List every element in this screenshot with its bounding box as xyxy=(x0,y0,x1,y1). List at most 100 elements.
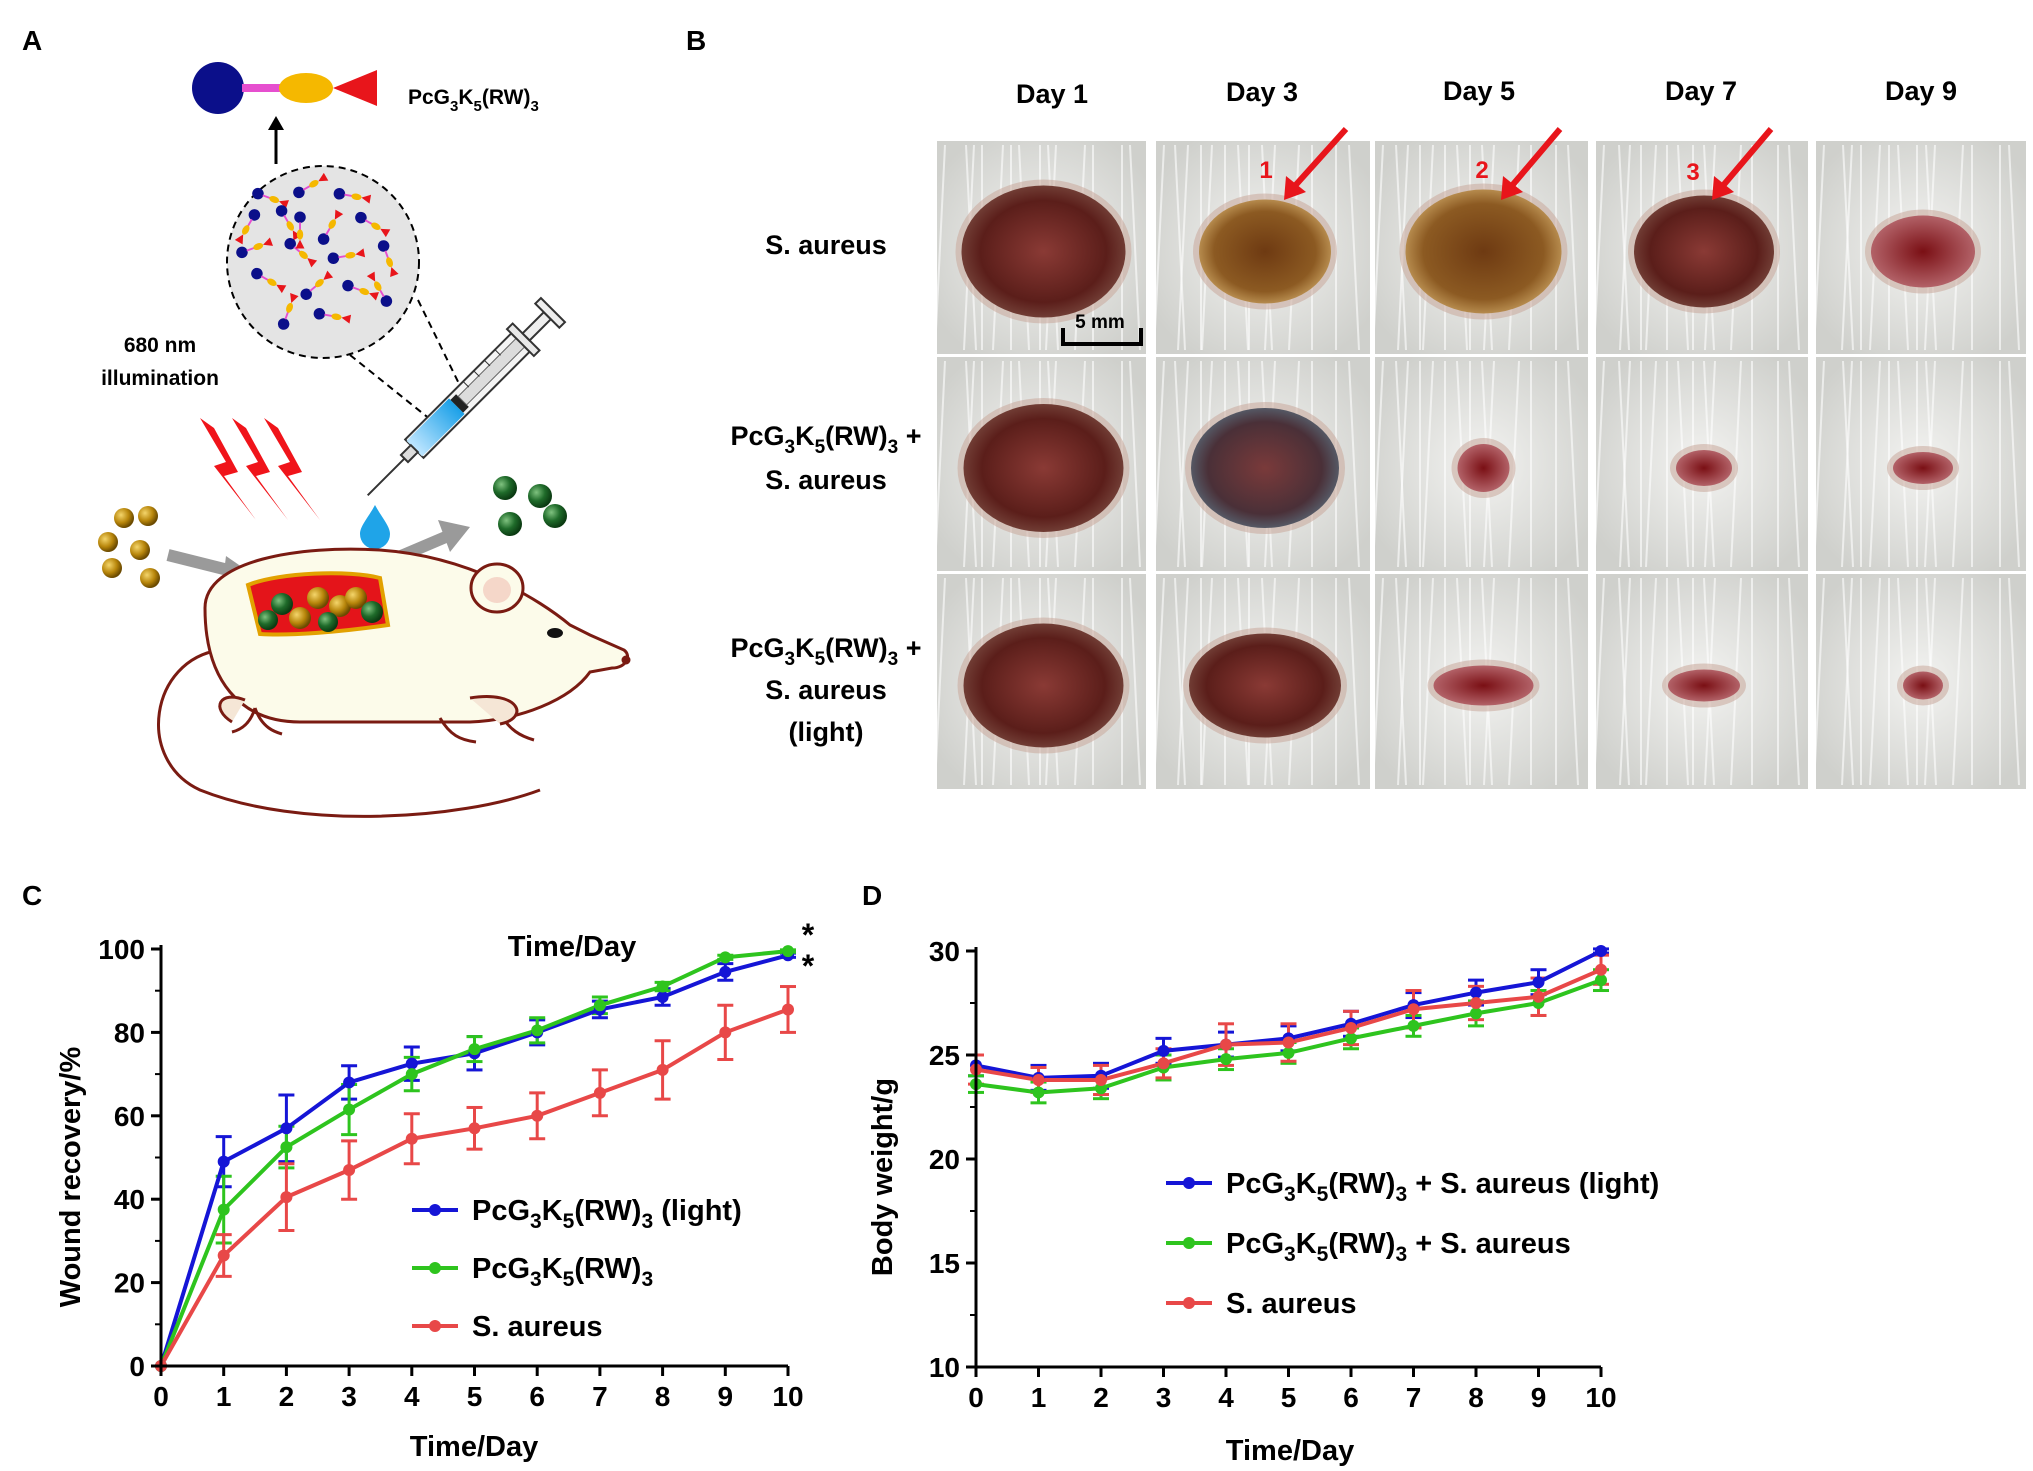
data-point xyxy=(1407,1003,1420,1016)
x-tick-label: 3 xyxy=(341,1381,357,1412)
rat-icon xyxy=(157,547,631,818)
panel-label-d: D xyxy=(862,880,882,911)
wound-photo-r3-c2 xyxy=(1153,574,1370,789)
x-tick-label: 9 xyxy=(1531,1382,1547,1413)
y-tick-label: 15 xyxy=(929,1248,960,1279)
y-tick-label: 10 xyxy=(929,1352,960,1383)
wound-photo-r1-c1 xyxy=(934,141,1146,354)
chart-c-title: Time/Day xyxy=(508,931,636,963)
x-tick-label: 4 xyxy=(404,1381,420,1412)
data-point xyxy=(1595,945,1607,957)
zoom-molecule xyxy=(317,209,344,245)
x-tick-label: 8 xyxy=(655,1381,671,1412)
zoom-molecule xyxy=(236,237,273,259)
legend-label-1: PcG3K5(RW)3 + S. aureus (light) xyxy=(1226,1168,1659,1206)
wound-photo-r2-c2 xyxy=(1153,357,1370,571)
legend-label-2: PcG3K5(RW)3 xyxy=(472,1253,653,1291)
arrow-number-2: 2 xyxy=(1475,157,1488,184)
chart-d-axes: 0 1 2 3 4 5 6 7 8 9 10 10 15 20 25 30 xyxy=(929,936,1617,1413)
x-tick-label: 5 xyxy=(467,1381,483,1412)
x-tick-label: 7 xyxy=(592,1381,608,1412)
illumination-label-line2: illumination xyxy=(101,367,219,390)
wound-photo-r2-c1 xyxy=(934,357,1146,571)
red-arrow-2 xyxy=(1501,127,1563,200)
chart-c-lines xyxy=(159,949,789,1367)
series-line-2 xyxy=(159,949,789,1367)
data-point xyxy=(593,1086,606,1099)
x-tick-label: 7 xyxy=(1406,1382,1422,1413)
data-point xyxy=(656,990,669,1003)
data-point xyxy=(1032,1073,1045,1086)
data-point xyxy=(1470,1007,1482,1020)
row-label-peptide: PcG3K5(RW)3 + xyxy=(730,421,921,458)
scale-bar-label: 5 mm xyxy=(1075,312,1125,333)
day-label-7: Day 7 xyxy=(1665,76,1737,106)
x-tick-label: 2 xyxy=(1093,1382,1109,1413)
lightning-icon xyxy=(200,418,320,520)
zoom-molecule xyxy=(251,267,287,294)
zoom-molecule xyxy=(313,308,352,324)
wound-photo-r1-c4 xyxy=(1593,141,1808,354)
legend-swatch-dot xyxy=(1183,1237,1195,1249)
panel-b: Day 1 Day 3 Day 5 Day 7 Day 9 S. aureus … xyxy=(730,76,2026,789)
bacteria-icon xyxy=(98,506,160,588)
legend-swatch-dot xyxy=(1183,1177,1195,1189)
legend-label-1: PcG3K5(RW)3 (light) xyxy=(472,1195,742,1233)
row-label-light: PcG3K5(RW)3 + xyxy=(730,633,921,670)
x-tick-label: 6 xyxy=(1343,1382,1359,1413)
legend-swatch-dot xyxy=(429,1262,441,1274)
y-tick-label: 20 xyxy=(114,1268,145,1299)
data-point xyxy=(1220,1053,1232,1066)
red-arrow-3 xyxy=(1712,127,1774,200)
y-tick-label: 0 xyxy=(129,1351,145,1382)
data-point xyxy=(1282,1036,1295,1049)
data-point xyxy=(1095,1073,1107,1086)
wound-photo-r3-c1 xyxy=(934,574,1146,789)
data-point xyxy=(1220,1038,1232,1051)
x-tick-label: 1 xyxy=(216,1381,232,1412)
arrow-number-3: 3 xyxy=(1686,159,1699,186)
x-tick-label: 10 xyxy=(772,1381,803,1412)
data-point xyxy=(656,1063,669,1076)
zoom-molecule xyxy=(294,211,306,249)
y-tick-label: 100 xyxy=(98,934,145,965)
legend-label-3: S. aureus xyxy=(1226,1288,1357,1320)
data-point xyxy=(405,1132,418,1145)
x-tick-label: 2 xyxy=(279,1381,295,1412)
data-point xyxy=(217,1155,230,1168)
wound-photo-r2-c4 xyxy=(1593,357,1808,571)
zoom-molecule xyxy=(333,188,372,204)
wound-photo-r1-c5 xyxy=(1813,141,2026,354)
data-point xyxy=(656,980,669,993)
molecule-label: PcG3K5(RW)3 xyxy=(408,86,539,115)
chart-d-ylabel: Body weight/g xyxy=(867,1078,899,1276)
wound-photo-r3-c3 xyxy=(1372,574,1588,789)
panel-label-c: C xyxy=(22,880,42,911)
data-point xyxy=(1470,986,1482,999)
x-tick-label: 5 xyxy=(1281,1382,1297,1413)
zoom-molecule xyxy=(277,293,299,330)
day-label-5: Day 5 xyxy=(1443,76,1515,106)
chart-c-ylabel: Wound recovery/% xyxy=(55,1047,87,1308)
data-point xyxy=(1532,990,1545,1003)
zoom-molecules xyxy=(234,172,399,330)
chart-d-lines xyxy=(975,949,1602,1095)
legend-swatch-dot xyxy=(429,1204,441,1216)
panel-label-a: A xyxy=(22,25,42,56)
zoom-circle xyxy=(226,165,420,359)
red-arrow-1 xyxy=(1284,126,1349,200)
chart-c-xlabel: Time/Day xyxy=(410,1431,538,1463)
chart-d-points xyxy=(970,945,1607,1099)
data-point xyxy=(1595,963,1607,976)
droplet-icon xyxy=(360,505,390,549)
chart-c-error-bars xyxy=(215,948,796,1278)
x-tick-label: 3 xyxy=(1156,1382,1172,1413)
data-point xyxy=(1595,974,1607,987)
zoom-molecule xyxy=(366,271,393,307)
chart-d-legend: PcG3K5(RW)3 + S. aureus (light) PcG3K5(RW… xyxy=(1166,1168,1659,1320)
x-tick-label: 9 xyxy=(718,1381,734,1412)
scale-bar xyxy=(1061,328,1143,346)
